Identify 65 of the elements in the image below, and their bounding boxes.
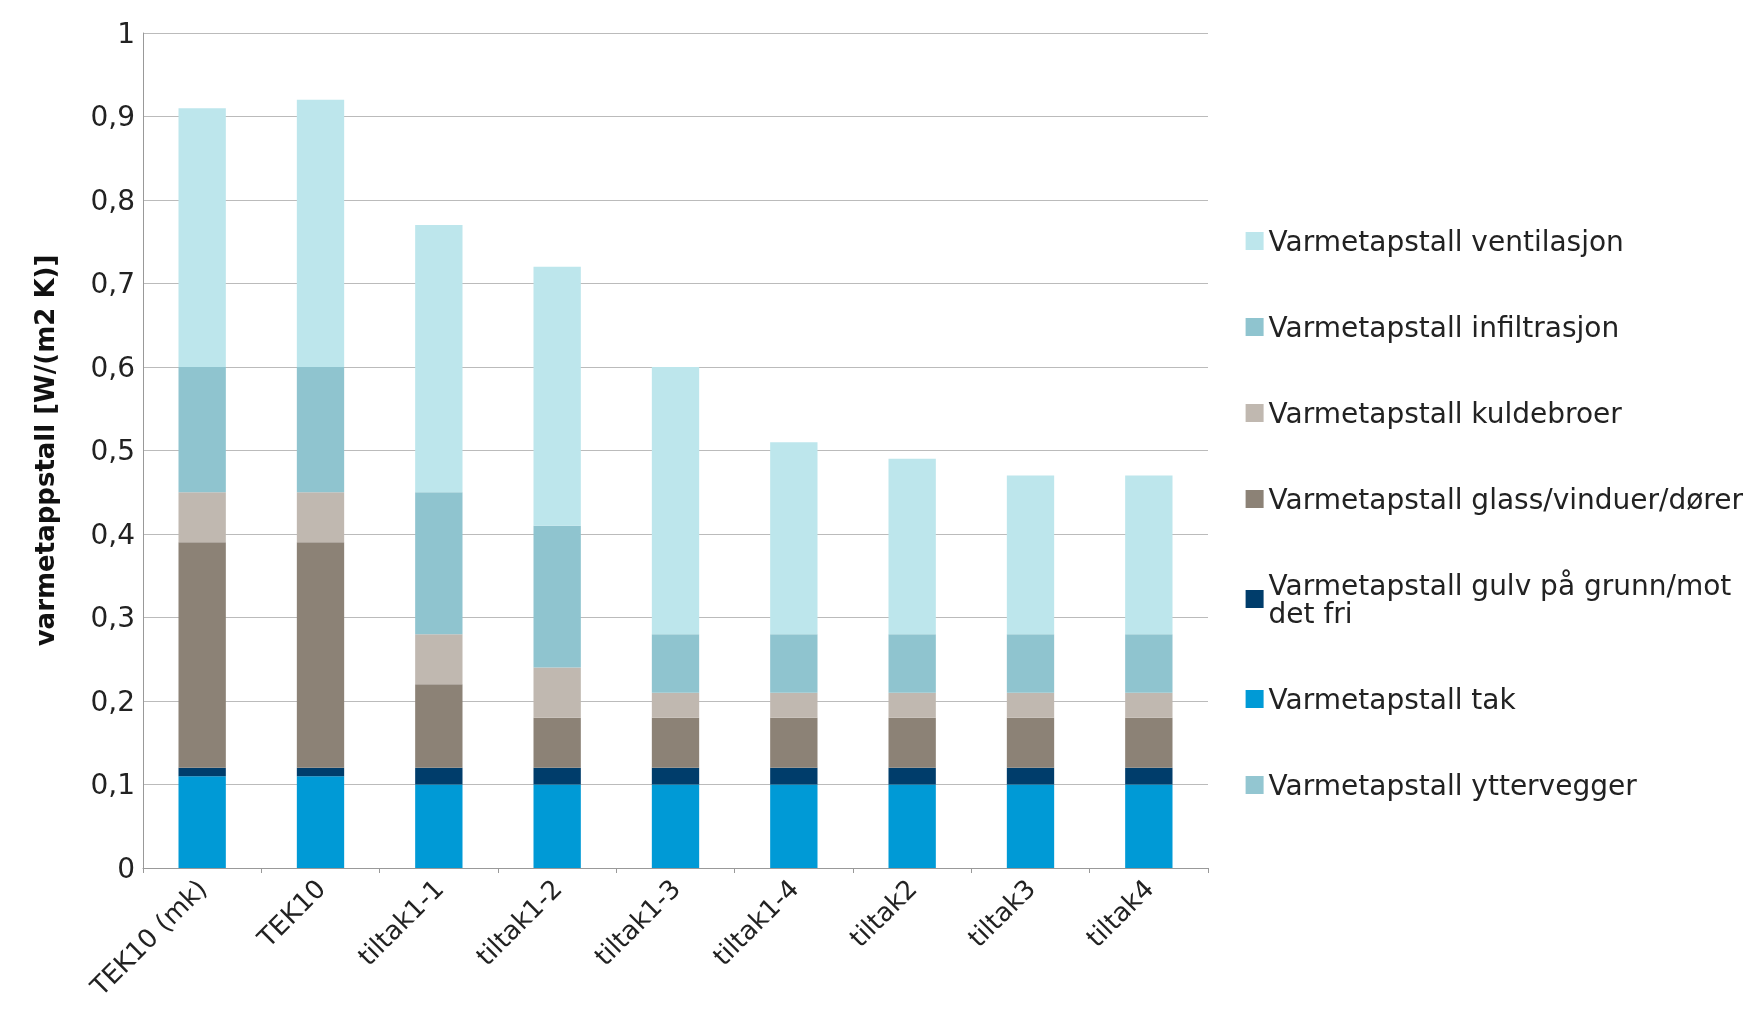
bar (888, 784, 936, 868)
bar (651, 784, 700, 868)
bar (296, 767, 345, 777)
legend-label: Varmetapstall glass/vinduer/dører (1268, 482, 1744, 516)
bar (178, 542, 226, 768)
legend-label: Varmetapstall ventilasjon (1268, 224, 1624, 258)
bar (415, 492, 463, 635)
bar (296, 367, 345, 493)
bar (1006, 475, 1055, 635)
bar (1125, 717, 1173, 768)
y-tick-label: 0,7 (90, 267, 135, 300)
bar (651, 634, 700, 693)
bar (770, 784, 818, 868)
y-tick-label: 0,5 (90, 434, 135, 467)
bar (296, 542, 345, 768)
y-tick-label: 0,9 (90, 100, 135, 133)
bar (533, 525, 581, 668)
y-tick-label: 0,3 (90, 601, 135, 634)
bar (888, 767, 936, 785)
bar (1006, 767, 1055, 785)
bar (888, 717, 936, 768)
bar (415, 684, 463, 768)
bar (770, 634, 818, 693)
bar (1125, 475, 1173, 635)
bar (296, 776, 345, 868)
legend-label: Varmetapstall kuldebroer (1268, 396, 1623, 430)
bar (651, 767, 700, 785)
bar (178, 776, 226, 868)
legend-label: Varmetapstall infiltrasjon (1268, 310, 1620, 344)
bar (1125, 767, 1173, 785)
bar (1006, 717, 1055, 768)
y-tick-label: 1 (117, 16, 135, 50)
bar (770, 767, 818, 785)
bar (1125, 634, 1173, 693)
y-tick-label: 0,2 (90, 684, 135, 718)
bar (651, 367, 700, 635)
bar (178, 367, 226, 493)
bar (770, 717, 818, 768)
bar (888, 458, 936, 635)
y-tick-label: 0 (117, 851, 135, 885)
bar (1125, 784, 1173, 868)
y-axis-title: varmetappstall [W/(m2 K)] (30, 254, 60, 647)
bar (1006, 784, 1055, 868)
legend-label: Varmetapstall yttervegger (1268, 768, 1638, 802)
bar (533, 784, 581, 868)
bar (178, 767, 226, 777)
bar (415, 784, 463, 868)
bar (296, 99, 345, 367)
bar (888, 634, 936, 693)
bar (533, 266, 581, 526)
bar (533, 717, 581, 768)
bar (415, 767, 463, 785)
bar (178, 108, 226, 367)
legend-label: Varmetapstall gulv på grunn/mot det fri (1268, 568, 1741, 630)
bar (533, 767, 581, 785)
legend-label: Varmetapstall tak (1268, 682, 1517, 716)
bar (1006, 634, 1055, 693)
y-tick-label: 0,1 (90, 768, 135, 801)
y-tick-label: 0,8 (90, 183, 135, 217)
bar (651, 717, 700, 768)
bar (770, 442, 818, 635)
y-tick-label: 0,6 (90, 350, 135, 384)
bar (415, 634, 463, 685)
y-tick-label: 0,4 (90, 517, 135, 551)
bar (415, 225, 463, 493)
